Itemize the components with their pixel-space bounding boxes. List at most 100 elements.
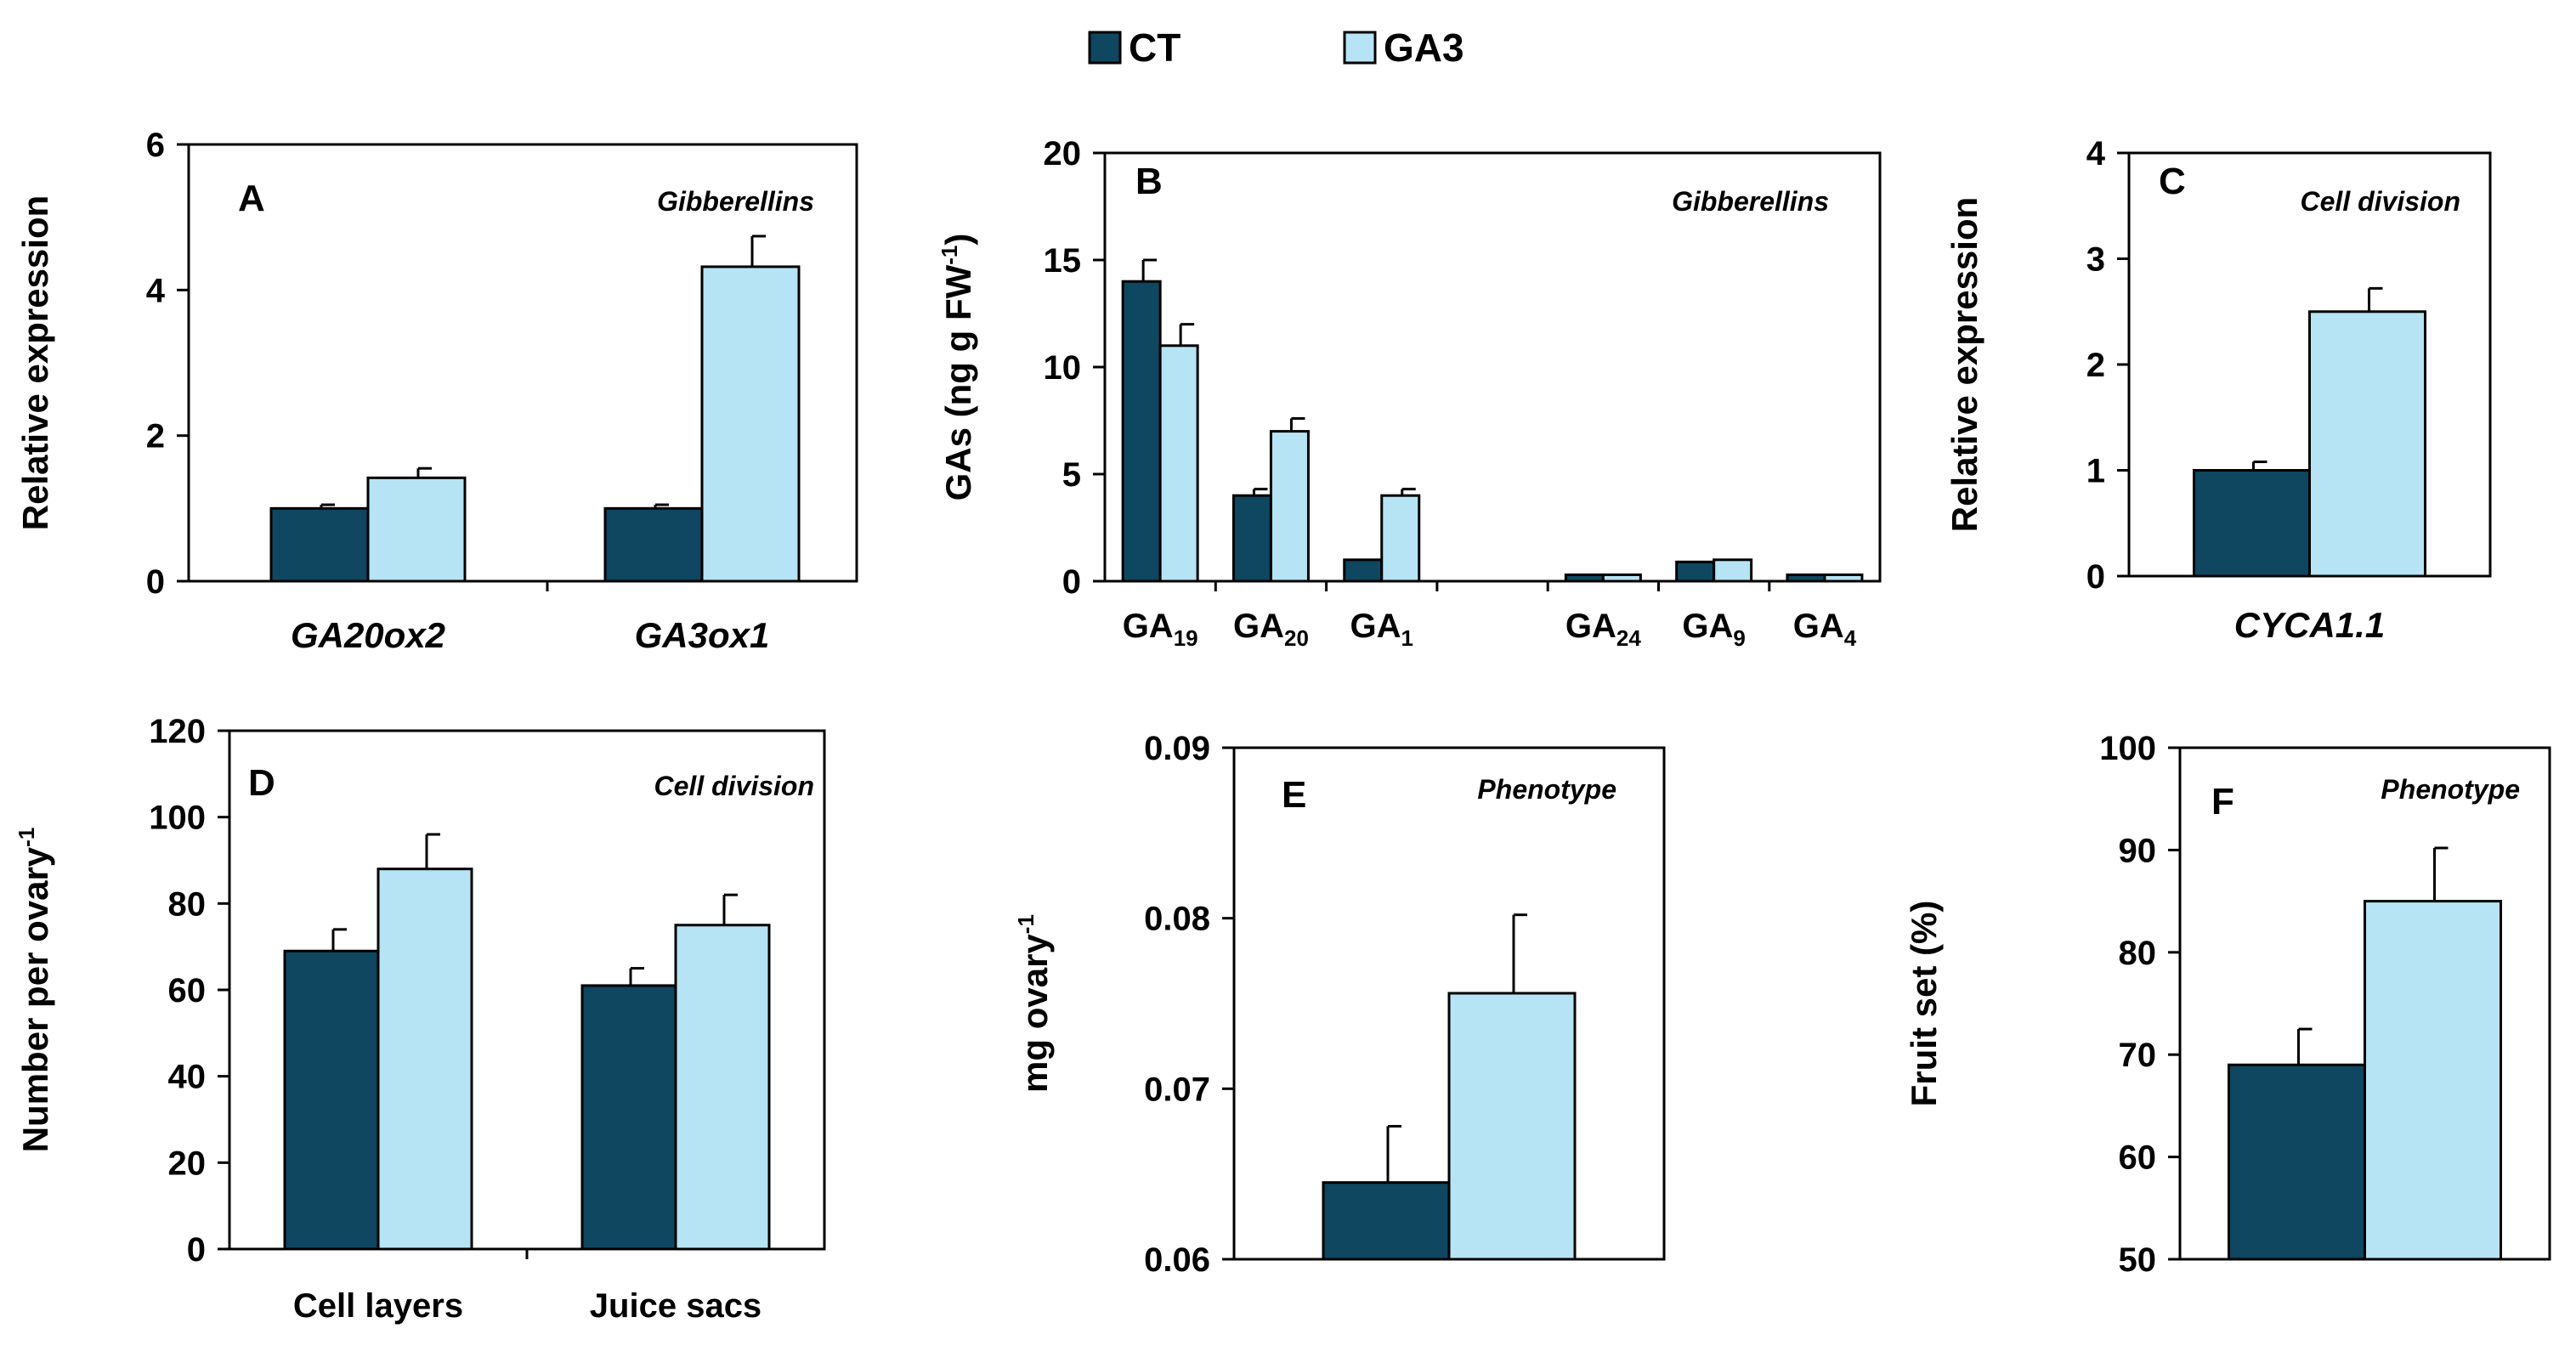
chart-panel-c: 0 1 2 3 4 Relative expression C Cell division CY… bbox=[1945, 135, 2492, 645]
bar-ct bbox=[283, 949, 380, 1251]
x-category-label-subscript: 1 bbox=[1401, 625, 1413, 651]
y-tick-label: 0 bbox=[1062, 563, 1081, 601]
bar-ga3 bbox=[1158, 344, 1199, 583]
bar-ga3 bbox=[1823, 573, 1864, 583]
panel-letter: B bbox=[1135, 161, 1163, 202]
bar-ga3 bbox=[376, 868, 473, 1251]
chart-panel-f: 50 60 70 80 90 100 Fruit set (%) F Phenotype bbox=[1904, 730, 2551, 1279]
panel-theme: Gibberellins bbox=[657, 186, 814, 217]
y-tick-label: 10 bbox=[1044, 349, 1082, 387]
y-axis-label: Relative expression bbox=[15, 195, 55, 531]
plot-frame bbox=[1103, 151, 1882, 583]
y-axis-label-text: Fruit set (%) bbox=[1904, 901, 1944, 1107]
y-axis-label-sup: -1 bbox=[1013, 914, 1039, 934]
x-category-label-subscript: 24 bbox=[1616, 625, 1641, 651]
y-tick-label: 0.07 bbox=[1144, 1071, 1210, 1108]
bar-ga3 bbox=[2308, 310, 2426, 578]
y-axis-label-end: ) bbox=[938, 234, 978, 246]
bar-ga3 bbox=[1269, 430, 1310, 583]
y-tick-label: 80 bbox=[2119, 935, 2157, 972]
x-category-label-base: GA bbox=[1233, 608, 1284, 645]
chart-panel-a: 0 2 4 6 Relative expression A Gibberellins GA20… bbox=[15, 127, 858, 655]
legend: CT GA3 bbox=[1088, 25, 1464, 70]
panel-letter: A bbox=[238, 178, 265, 219]
y-tick-label: 50 bbox=[2119, 1241, 2157, 1279]
y-tick-label: 4 bbox=[2086, 135, 2106, 172]
bar-ga3 bbox=[674, 924, 771, 1251]
bar-ga3 bbox=[2364, 900, 2502, 1261]
x-category-label-base: GA bbox=[1682, 608, 1733, 645]
x-category-label: GA9 bbox=[1682, 608, 1745, 651]
x-category-label: Juice sacs bbox=[590, 1287, 761, 1325]
y-axis-label: Number per ovary-1 bbox=[14, 828, 55, 1153]
y-tick-label: 5 bbox=[1062, 456, 1081, 494]
y-tick-label: 0.08 bbox=[1144, 901, 1210, 938]
bar-ct bbox=[269, 506, 370, 583]
x-category-label: GA3ox1 bbox=[635, 615, 770, 655]
y-tick-label: 0.06 bbox=[1144, 1241, 1210, 1279]
y-tick-label: 2 bbox=[146, 418, 165, 455]
bar-ct bbox=[1231, 494, 1272, 583]
x-category-label: GA19 bbox=[1123, 608, 1198, 651]
x-category-label: GA20 bbox=[1233, 608, 1309, 651]
y-axis-label-sup: -1 bbox=[937, 246, 962, 265]
y-tick-label: 100 bbox=[149, 800, 206, 837]
bar-ct bbox=[580, 984, 677, 1251]
panel-letter: D bbox=[248, 762, 275, 804]
y-axis-label-text: Relative expression bbox=[15, 195, 55, 531]
y-tick-label: 20 bbox=[1044, 135, 1082, 172]
y-tick-label: 90 bbox=[2119, 832, 2157, 869]
y-tick-label: 0 bbox=[187, 1231, 206, 1269]
chart-panel-e: 0.06 0.07 0.08 0.09 mg ovary-1 E Phenotype bbox=[1013, 730, 1666, 1279]
bar-ga3 bbox=[1447, 992, 1577, 1261]
x-category-label-base: GA bbox=[1123, 608, 1174, 645]
bar-ga3 bbox=[1713, 558, 1753, 583]
bar-ct bbox=[1322, 1181, 1451, 1261]
y-tick-label: 100 bbox=[2099, 730, 2156, 767]
x-category-label: GA4 bbox=[1793, 608, 1857, 651]
y-tick-label: 15 bbox=[1044, 242, 1082, 280]
bar-ga3 bbox=[700, 265, 801, 583]
y-axis-label-text: Relative expression bbox=[1945, 197, 1984, 533]
x-category-label-base: GA bbox=[1565, 608, 1616, 645]
y-tick-label: 6 bbox=[146, 127, 165, 164]
y-axis-label: mg ovary-1 bbox=[1013, 914, 1055, 1093]
x-category-label: GA24 bbox=[1565, 608, 1641, 651]
plot-frame bbox=[187, 143, 858, 583]
panel-theme: Cell division bbox=[2301, 186, 2460, 217]
bar-ct bbox=[2228, 1063, 2366, 1261]
panel-theme: Cell division bbox=[654, 771, 814, 801]
y-axis-label-text: Number per ovary bbox=[15, 846, 55, 1152]
y-tick-label: 0.09 bbox=[1144, 730, 1210, 767]
x-category-label: CYCA1.1 bbox=[2234, 605, 2385, 645]
y-axis-label: Relative expression bbox=[1945, 197, 1984, 533]
y-tick-label: 120 bbox=[149, 713, 206, 750]
y-tick-label: 0 bbox=[146, 563, 165, 601]
panel-theme: Gibberellins bbox=[1672, 186, 1829, 217]
x-category-label: GA20ox2 bbox=[291, 615, 445, 655]
bar-ct bbox=[1564, 573, 1605, 583]
y-tick-label: 60 bbox=[168, 972, 207, 1009]
x-category-label: GA1 bbox=[1350, 608, 1413, 651]
panel-letter: E bbox=[1282, 774, 1306, 816]
bar-ct bbox=[2193, 469, 2311, 578]
y-tick-label: 70 bbox=[2119, 1037, 2157, 1074]
y-axis-label-text: mg ovary bbox=[1015, 934, 1055, 1093]
y-tick-label: 1 bbox=[2086, 453, 2105, 490]
y-tick-label: 4 bbox=[146, 272, 166, 309]
bar-ct bbox=[1121, 280, 1162, 583]
x-category-label-subscript: 20 bbox=[1284, 625, 1309, 651]
bar-ga3 bbox=[366, 476, 467, 583]
x-category-label-base: GA bbox=[1350, 608, 1401, 645]
bar-ct bbox=[1786, 573, 1826, 583]
x-category-label-subscript: 19 bbox=[1174, 625, 1198, 651]
chart-panel-d: 0 20 40 60 80 100 120 Number per ovary-1 D Cell d… bbox=[14, 713, 826, 1325]
y-tick-label: 60 bbox=[2119, 1139, 2157, 1177]
legend-swatch-ct bbox=[1088, 31, 1122, 65]
y-tick-label: 0 bbox=[2086, 558, 2105, 596]
y-tick-label: 3 bbox=[2086, 241, 2105, 279]
x-category-label-subscript: 9 bbox=[1733, 625, 1745, 651]
panel-theme: Phenotype bbox=[2381, 774, 2520, 805]
x-category-label: Cell layers bbox=[293, 1287, 463, 1325]
